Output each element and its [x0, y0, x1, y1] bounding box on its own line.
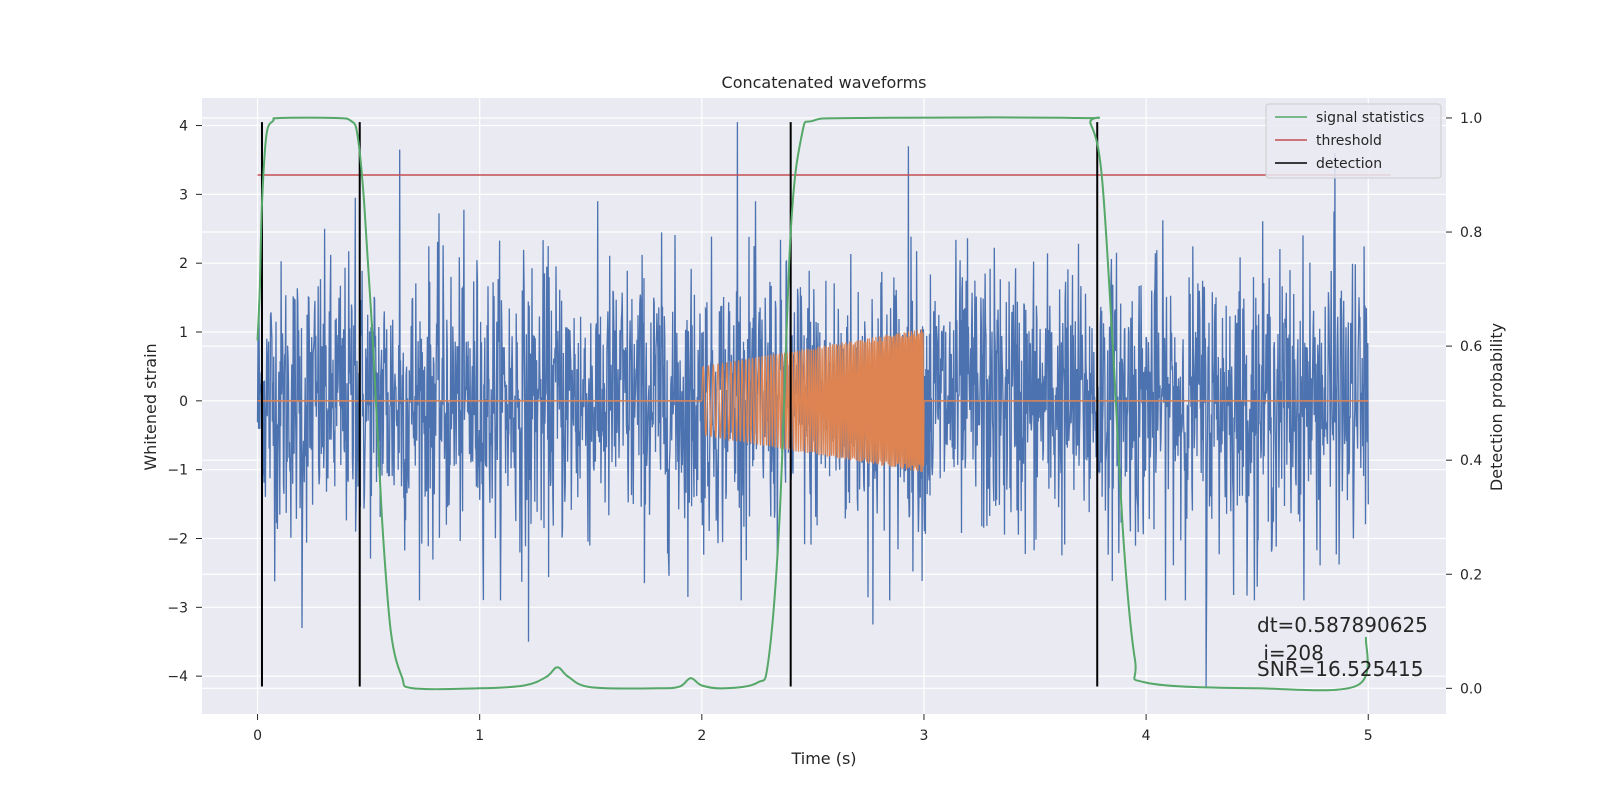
legend-label-detection: detection: [1316, 156, 1382, 172]
chart-title: Concatenated waveforms: [722, 73, 927, 92]
y-tick-label: −1: [167, 463, 188, 479]
y2-axis-label: Detection probability: [1487, 323, 1506, 491]
x-tick-label: 3: [920, 728, 929, 744]
axis-ticks: 0 1 2 3 4 5 −4 −3 −2 −1 0 1 2 3 4 0.0 0.2 0.4 0.6 0.8 1.0: [167, 111, 1482, 744]
y-axis-label: Whitened strain: [141, 343, 160, 470]
injection-series: [257, 328, 1369, 472]
x-tick-label: 5: [1364, 728, 1373, 744]
y2-tick-label: 0.6: [1460, 339, 1482, 355]
x-axis-label: Time (s): [790, 749, 856, 768]
annotation-index: i=208: [1257, 641, 1324, 665]
x-tick-label: 2: [697, 728, 706, 744]
detection-series: [260, 122, 1099, 687]
y-tick-label: 0: [179, 394, 188, 410]
y2-tick-label: 0.4: [1460, 453, 1482, 469]
legend-box: [1265, 103, 1442, 179]
y-tick-label: 4: [179, 119, 188, 135]
legend-label-threshold: threshold: [1316, 133, 1382, 149]
y-tick-label: −4: [167, 669, 188, 685]
y2-tick-label: 0.0: [1460, 681, 1482, 697]
y-tick-label: 1: [179, 325, 188, 341]
y-tick-label: −3: [167, 600, 188, 616]
legend: signal statistics threshold detection: [1265, 103, 1442, 179]
annotations: dt=0.587890625 i=208 SNR=16.525415: [1257, 613, 1428, 681]
x-tick-label: 0: [253, 728, 262, 744]
injection-chirp: [701, 328, 925, 472]
y-tick-label: 2: [179, 256, 188, 272]
y-tick-label: 3: [179, 187, 188, 203]
x-tick-label: 4: [1142, 728, 1151, 744]
x-tick-label: 1: [475, 728, 484, 744]
signal-statistics-series: [256, 116, 1369, 692]
annotation-dt: dt=0.587890625: [1257, 613, 1428, 637]
signal-statistics-line: [256, 116, 1369, 692]
y2-tick-label: 0.8: [1460, 225, 1482, 241]
y2-tick-label: 1.0: [1460, 111, 1482, 127]
y-tick-label: −2: [167, 531, 188, 547]
legend-label-signal-statistics: signal statistics: [1316, 110, 1424, 126]
y2-tick-label: 0.2: [1460, 567, 1482, 583]
annotation-snr: SNR=16.525415: [1257, 657, 1423, 681]
